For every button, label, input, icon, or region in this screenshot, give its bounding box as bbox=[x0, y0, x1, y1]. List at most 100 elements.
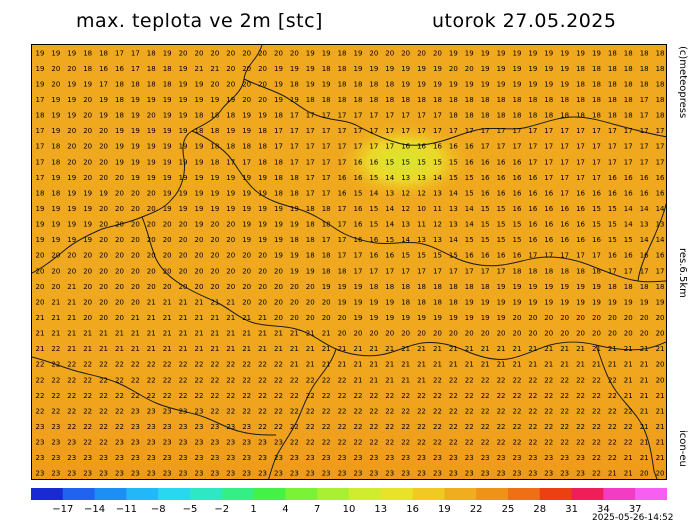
grid-value: 21 bbox=[179, 298, 188, 306]
grid-value: 13 bbox=[449, 205, 458, 213]
grid-value: 16 bbox=[449, 143, 458, 151]
grid-value: 19 bbox=[242, 189, 251, 197]
grid-value: 20 bbox=[258, 49, 267, 57]
grid-value: 17 bbox=[560, 143, 569, 151]
grid-value: 21 bbox=[242, 314, 251, 322]
grid-value: 16 bbox=[497, 252, 506, 260]
grid-value: 22 bbox=[131, 376, 140, 384]
grid-value: 11 bbox=[433, 205, 442, 213]
grid-value: 16 bbox=[369, 158, 378, 166]
grid-value: 20 bbox=[67, 143, 76, 151]
grid-value: 22 bbox=[194, 392, 203, 400]
grid-value: 23 bbox=[210, 439, 219, 447]
grid-value: 19 bbox=[274, 252, 283, 260]
grid-value: 15 bbox=[481, 236, 490, 244]
colorbar-tick-label: −5 bbox=[182, 504, 198, 515]
grid-value: 22 bbox=[99, 423, 108, 431]
grid-value: 22 bbox=[528, 423, 537, 431]
grid-value: 20 bbox=[35, 267, 44, 275]
grid-value: 23 bbox=[528, 470, 537, 478]
grid-value: 20 bbox=[131, 298, 140, 306]
grid-value: 12 bbox=[401, 189, 410, 197]
grid-value: 20 bbox=[258, 96, 267, 104]
grid-value: 13 bbox=[385, 189, 394, 197]
grid-value: 18 bbox=[592, 267, 601, 275]
grid-value: 23 bbox=[481, 454, 490, 462]
grid-value: 21 bbox=[67, 298, 76, 306]
grid-value: 19 bbox=[624, 298, 633, 306]
grid-value: 18 bbox=[163, 80, 172, 88]
grid-value: 19 bbox=[274, 221, 283, 229]
grid-value: 18 bbox=[512, 112, 521, 120]
grid-value: 19 bbox=[179, 158, 188, 166]
grid-value: 23 bbox=[560, 470, 569, 478]
grid-value: 20 bbox=[115, 314, 124, 322]
grid-value: 15 bbox=[417, 252, 426, 260]
grid-value: 19 bbox=[465, 80, 474, 88]
grid-value: 19 bbox=[99, 112, 108, 120]
grid-value: 18 bbox=[497, 96, 506, 104]
grid-value: 15 bbox=[608, 236, 617, 244]
grid-value: 19 bbox=[306, 80, 315, 88]
grid-value: 21 bbox=[242, 330, 251, 338]
grid-value: 21 bbox=[290, 330, 299, 338]
grid-value: 19 bbox=[497, 283, 506, 291]
grid-value: 17 bbox=[640, 112, 649, 120]
grid-value: 22 bbox=[608, 439, 617, 447]
grid-value: 19 bbox=[51, 96, 60, 104]
grid-value: 19 bbox=[401, 80, 410, 88]
grid-value: 22 bbox=[131, 361, 140, 369]
grid-value: 20 bbox=[179, 252, 188, 260]
grid-value: 18 bbox=[608, 283, 617, 291]
grid-value: 23 bbox=[226, 454, 235, 462]
grid-value: 19 bbox=[99, 96, 108, 104]
grid-value: 18 bbox=[274, 174, 283, 182]
grid-value: 21 bbox=[147, 298, 156, 306]
grid-value: 20 bbox=[306, 298, 315, 306]
grid-value: 18 bbox=[560, 96, 569, 104]
grid-value: 16 bbox=[528, 174, 537, 182]
grid-value: 22 bbox=[512, 439, 521, 447]
grid-value: 19 bbox=[83, 236, 92, 244]
grid-value: 19 bbox=[115, 143, 124, 151]
grid-value: 20 bbox=[608, 314, 617, 322]
grid-value: 19 bbox=[274, 236, 283, 244]
grid-value: 23 bbox=[258, 454, 267, 462]
grid-value: 23 bbox=[35, 423, 44, 431]
grid-value: 21 bbox=[179, 330, 188, 338]
grid-value: 21 bbox=[353, 345, 362, 353]
grid-value: 16 bbox=[481, 174, 490, 182]
grid-value: 19 bbox=[226, 205, 235, 213]
grid-value: 21 bbox=[353, 376, 362, 384]
grid-value: 22 bbox=[322, 407, 331, 415]
grid-value: 21 bbox=[210, 330, 219, 338]
grid-value: 21 bbox=[481, 345, 490, 353]
grid-value: 23 bbox=[210, 470, 219, 478]
grid-value: 19 bbox=[353, 283, 362, 291]
grid-value: 23 bbox=[258, 439, 267, 447]
grid-value: 14 bbox=[433, 174, 442, 182]
grid-value: 17 bbox=[640, 267, 649, 275]
grid-value: 20 bbox=[640, 330, 649, 338]
grid-value: 16 bbox=[512, 252, 521, 260]
grid-value: 15 bbox=[417, 158, 426, 166]
grid-value: 19 bbox=[290, 65, 299, 73]
colorbar-tick-label: 34 bbox=[597, 504, 610, 515]
grid-value: 22 bbox=[544, 376, 553, 384]
grid-value: 20 bbox=[242, 49, 251, 57]
colorbar-tick-label: 37 bbox=[628, 504, 642, 515]
grid-value: 22 bbox=[83, 392, 92, 400]
temperature-map[interactable]: 19 19 19 18 18 17 17 18 19 20 20 20 20 20 20 20 20 19 19 18… bbox=[31, 44, 667, 480]
grid-value: 17 bbox=[576, 252, 585, 260]
grid-value: 17 bbox=[369, 112, 378, 120]
grid-value: 17 bbox=[338, 205, 347, 213]
grid-value: 19 bbox=[656, 298, 665, 306]
grid-value: 18 bbox=[226, 143, 235, 151]
grid-value: 20 bbox=[131, 189, 140, 197]
grid-value: 19 bbox=[179, 189, 188, 197]
grid-value: 19 bbox=[433, 65, 442, 73]
grid-value: 14 bbox=[385, 174, 394, 182]
grid-value: 21 bbox=[226, 345, 235, 353]
grid-value: 22 bbox=[67, 361, 76, 369]
grid-value: 19 bbox=[210, 96, 219, 104]
